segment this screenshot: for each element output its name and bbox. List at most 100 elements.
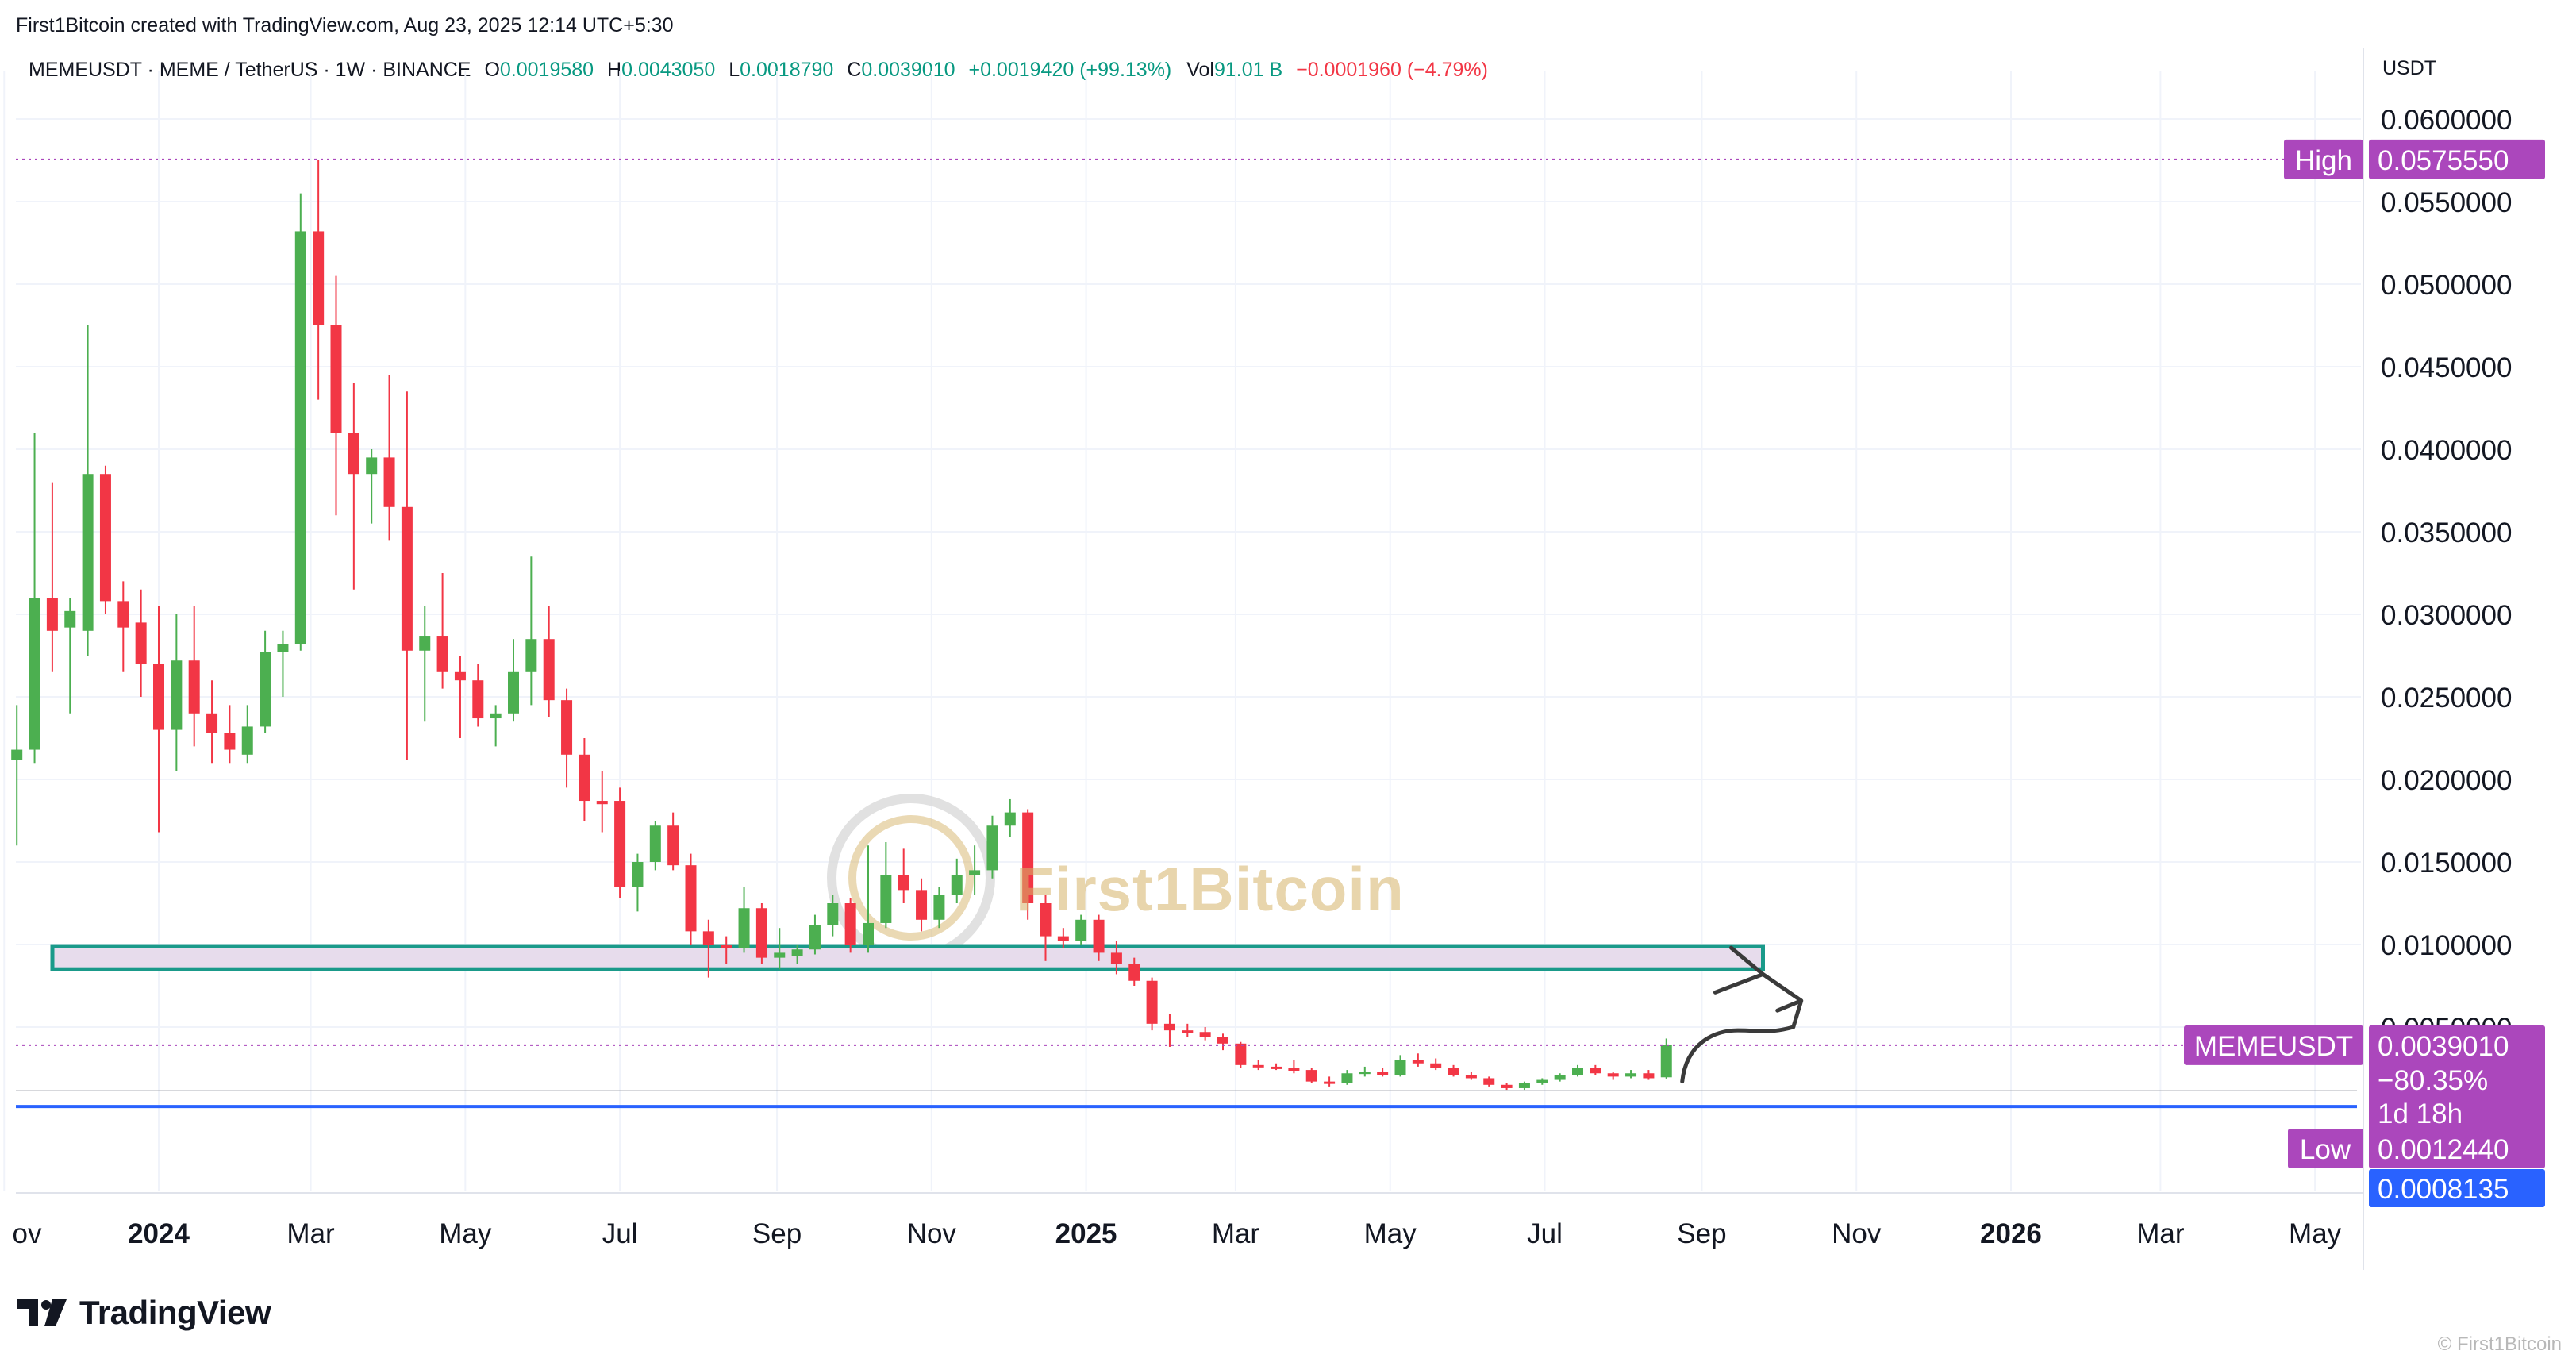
x-tick-label: Nov xyxy=(907,1218,957,1249)
candle xyxy=(383,375,395,541)
candle xyxy=(1163,1014,1175,1047)
candle xyxy=(1235,1041,1247,1068)
current-change-label: −80.35% xyxy=(2378,1065,2488,1096)
x-tick-label: May xyxy=(439,1218,492,1249)
candle-body xyxy=(171,660,183,730)
candle xyxy=(1483,1076,1495,1087)
candle-body xyxy=(1341,1073,1353,1083)
candle xyxy=(330,275,342,516)
candle xyxy=(1075,914,1087,945)
y-tick-label: 0.0100000 xyxy=(2381,930,2512,961)
price-markers: High 0.0575550 MEMEUSDT 0.0039010−80.35%1d … xyxy=(2184,139,2545,1207)
symbol-name[interactable]: MEMEUSDT · MEME / TetherUS · 1W · BINANC… xyxy=(29,59,471,81)
current-value-label: 0.0039010 xyxy=(2378,1031,2509,1062)
candle xyxy=(1465,1072,1477,1080)
candle xyxy=(1412,1053,1424,1067)
candle xyxy=(1199,1027,1211,1041)
candle-body xyxy=(1235,1043,1247,1065)
x-tick-label: Mar xyxy=(2136,1218,2185,1249)
candle xyxy=(171,614,183,771)
candle-body xyxy=(1625,1073,1637,1077)
candle xyxy=(29,433,40,764)
high-tag-bg xyxy=(2284,139,2363,179)
candle xyxy=(1341,1070,1353,1085)
corner-watermark: © First1Bitcoin xyxy=(2437,1333,2562,1355)
candle-body xyxy=(1377,1072,1389,1075)
candle xyxy=(1572,1064,1583,1077)
candle xyxy=(1377,1068,1389,1077)
candle-body xyxy=(1288,1068,1300,1071)
change-value: +0.0019420 (+99.13%) xyxy=(968,59,1172,81)
grid-lines xyxy=(3,71,2361,1191)
candle-body xyxy=(649,825,661,862)
candle-body xyxy=(188,660,200,714)
candle-body xyxy=(508,671,519,714)
candle xyxy=(1288,1060,1300,1074)
marker-lines xyxy=(16,158,2357,1109)
candle-body xyxy=(898,875,909,891)
open-value: 0.0019580 xyxy=(499,59,594,81)
candle xyxy=(224,705,236,764)
candle xyxy=(986,815,998,879)
candle-body xyxy=(632,862,644,887)
candle-body xyxy=(436,636,448,672)
candle-body xyxy=(46,598,58,631)
candle xyxy=(702,919,714,978)
symbol-legend: MEMEUSDT · MEME / TetherUS · 1W · BINANC… xyxy=(29,59,1488,82)
candle-body xyxy=(366,457,378,475)
candle-body xyxy=(614,801,626,887)
candle xyxy=(809,914,821,955)
tradingview-brand[interactable]: TradingView xyxy=(17,1294,271,1332)
y-tick-label: 0.0600000 xyxy=(2381,105,2512,136)
time-axis[interactable]: ov 2024 Mar May Jul Sep Nov 2025 Mar May Jul Sep Nov… xyxy=(13,1192,2363,1249)
high-tag-label: High xyxy=(2295,145,2352,176)
candle-body xyxy=(1022,812,1034,903)
candle xyxy=(1359,1066,1371,1077)
candle xyxy=(508,639,519,722)
candle xyxy=(1040,895,1052,961)
candle-body xyxy=(135,622,147,664)
candle-body xyxy=(99,474,111,602)
volume-label: Vol xyxy=(1186,59,1214,81)
low-label: L xyxy=(729,59,740,81)
candle-body xyxy=(561,700,573,755)
y-tick-label: 0.0450000 xyxy=(2381,352,2512,383)
candle-body xyxy=(294,231,306,644)
candle xyxy=(277,630,289,697)
candle xyxy=(436,573,448,689)
y-tick-label: 0.0150000 xyxy=(2381,848,2512,879)
candle xyxy=(561,688,573,788)
candle xyxy=(294,193,306,651)
candle xyxy=(1182,1023,1194,1037)
candle xyxy=(880,842,892,929)
x-tick-label: 2026 xyxy=(1980,1218,2042,1249)
candle-body xyxy=(863,922,874,945)
base-value-bg xyxy=(2369,1169,2545,1207)
candle-body xyxy=(1483,1078,1495,1085)
candle xyxy=(721,936,732,964)
candle xyxy=(472,664,484,727)
candle-body xyxy=(1572,1068,1583,1075)
y-tick-label: 0.0250000 xyxy=(2381,683,2512,714)
candle-body xyxy=(1324,1081,1336,1084)
candles-layer xyxy=(11,160,1672,1091)
x-tick-label: May xyxy=(1364,1218,1417,1249)
candle-body xyxy=(1660,1045,1672,1078)
x-tick-label: Sep xyxy=(1677,1218,1726,1249)
candle-body xyxy=(1501,1084,1513,1088)
y-tick-label: 0.0200000 xyxy=(2381,765,2512,796)
candle xyxy=(241,705,253,764)
candle-body xyxy=(667,825,679,866)
candle xyxy=(419,606,431,722)
drawn-arrow xyxy=(1680,945,1804,1084)
candle-body xyxy=(916,890,928,920)
candle xyxy=(206,680,218,764)
symbol-tag-label: MEMEUSDT xyxy=(2194,1031,2353,1062)
candle-body xyxy=(153,664,164,730)
candle xyxy=(774,928,786,970)
candle xyxy=(596,771,608,833)
candle-body xyxy=(1075,919,1087,941)
low-tag-bg xyxy=(2288,1129,2363,1168)
candle xyxy=(755,903,767,964)
